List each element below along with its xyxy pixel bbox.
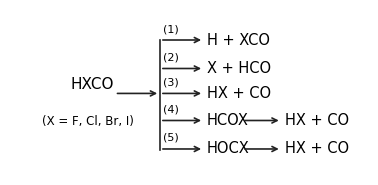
Text: X + HCO: X + HCO <box>207 61 271 76</box>
Text: (5): (5) <box>163 133 179 143</box>
Text: HX + CO: HX + CO <box>207 86 271 101</box>
Text: (3): (3) <box>163 78 179 88</box>
Text: HCOX: HCOX <box>207 113 249 128</box>
Text: HX + CO: HX + CO <box>285 142 349 157</box>
Text: HX + CO: HX + CO <box>285 113 349 128</box>
Text: (1): (1) <box>163 24 179 34</box>
Text: (4): (4) <box>163 105 179 115</box>
Text: H + XCO: H + XCO <box>207 33 270 48</box>
Text: (2): (2) <box>163 53 179 63</box>
Text: (X = F, Cl, Br, I): (X = F, Cl, Br, I) <box>42 115 134 128</box>
Text: HXCO: HXCO <box>71 77 115 92</box>
Text: HOCX: HOCX <box>207 142 249 157</box>
